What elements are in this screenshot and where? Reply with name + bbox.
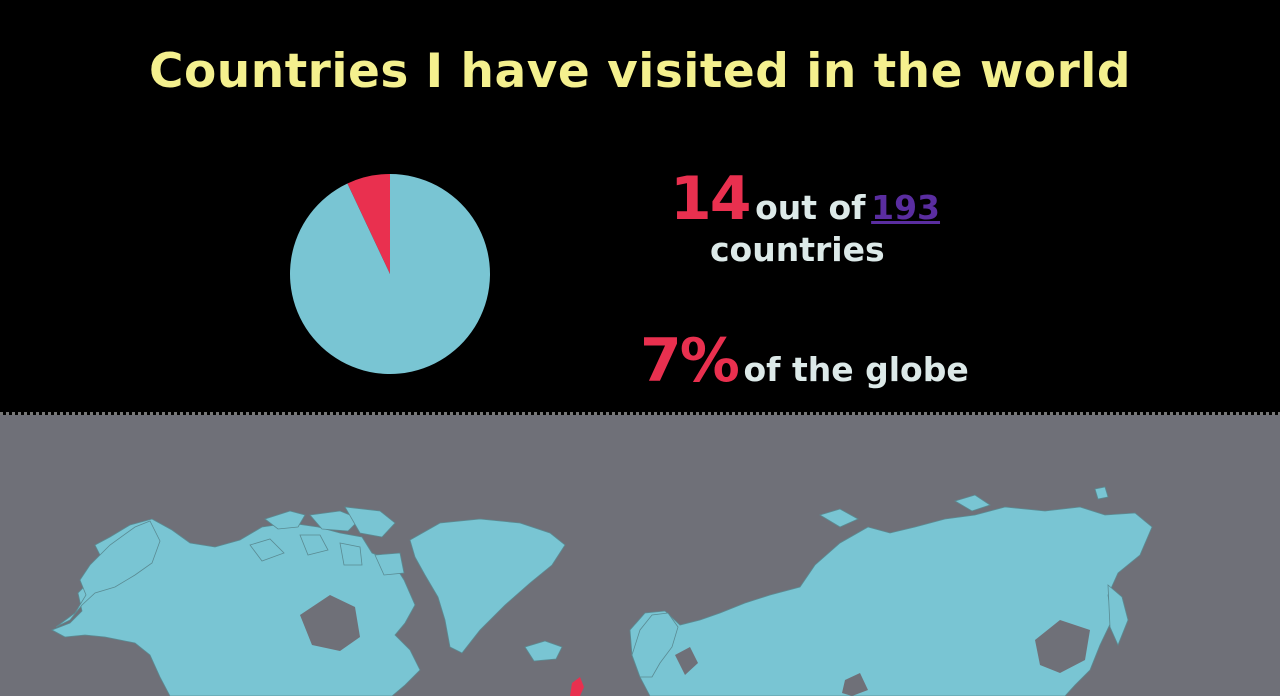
- world-map-section: [0, 415, 1280, 696]
- page-title: Countries I have visited in the world: [149, 44, 1131, 99]
- visited-country-marker: [570, 677, 584, 696]
- eurasia-land: [629, 506, 1153, 696]
- kamchatka-land: [1107, 584, 1129, 647]
- arctic-island: [339, 542, 363, 566]
- hudson-bay: [300, 595, 360, 651]
- arctic-island: [1094, 486, 1109, 500]
- visited-pie-chart: [290, 174, 490, 374]
- visited-count-line: 14 out of 193: [670, 166, 940, 247]
- header-section: Countries I have visited in the world 14…: [149, 44, 1131, 411]
- out-of-label: out of: [755, 188, 866, 227]
- north-america-land: [51, 518, 421, 696]
- globe-percent: 7%: [640, 326, 740, 396]
- arctic-island: [954, 494, 991, 512]
- countries-label: countries: [710, 230, 885, 269]
- greenland-land: [409, 518, 566, 654]
- alaska-land: [55, 520, 161, 628]
- arctic-island: [309, 510, 361, 532]
- arctic-island: [374, 552, 405, 576]
- baltic-sea: [675, 647, 698, 675]
- iceland-land: [524, 640, 563, 662]
- arctic-island: [249, 538, 285, 562]
- total-countries-link[interactable]: 193: [871, 188, 941, 227]
- visited-count: 14: [670, 164, 751, 234]
- globe-label: of the globe: [743, 350, 969, 389]
- okhotsk-sea: [1035, 620, 1090, 673]
- pie-slice-not-visited: [290, 174, 490, 374]
- arctic-island: [819, 508, 859, 528]
- arctic-island: [264, 510, 306, 530]
- arctic-island: [344, 506, 396, 538]
- globe-percent-line: 7% of the globe: [640, 326, 969, 411]
- caspian-sea: [842, 673, 868, 696]
- scandinavia-land: [631, 612, 679, 678]
- world-map[interactable]: [0, 415, 1280, 696]
- arctic-island: [299, 534, 329, 556]
- section-divider: [0, 412, 1280, 415]
- pie-slice-visited: [347, 174, 390, 274]
